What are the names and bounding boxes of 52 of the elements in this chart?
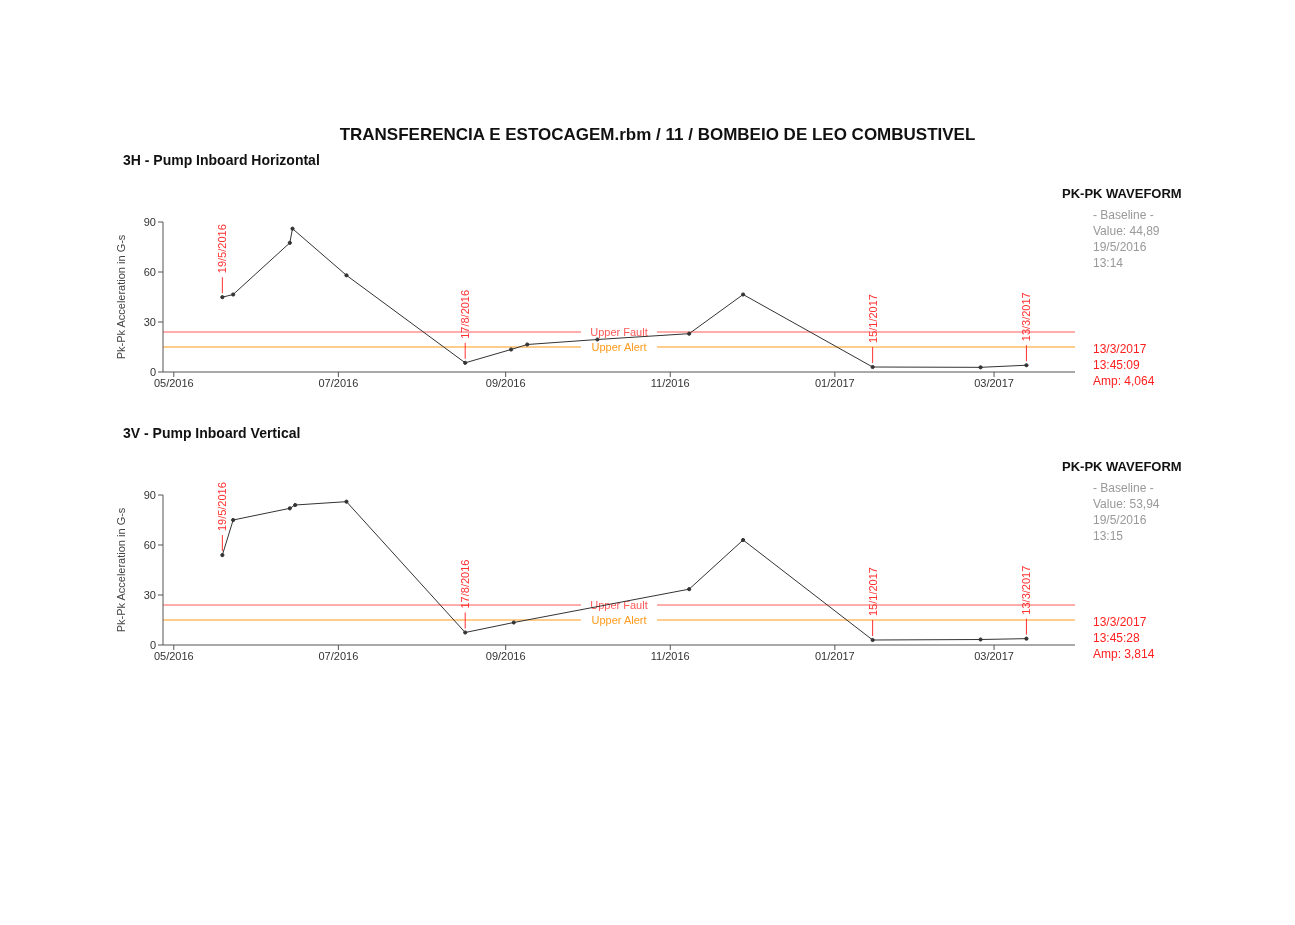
text: PK-PK WAVEFORM bbox=[1062, 459, 1182, 474]
y-tick-label: 30 bbox=[143, 588, 156, 601]
annotation: 17/8/2016 bbox=[459, 289, 472, 339]
x-tick-label: 09/2016 bbox=[485, 376, 526, 389]
x-tick-label: 07/2016 bbox=[318, 376, 359, 389]
y-tick-label: 0 bbox=[149, 638, 156, 651]
y-axis-title: Pk-Pk Acceleration in G-s bbox=[114, 234, 127, 360]
chart-title: TRANSFERENCIA E ESTOCAGEM.rbm / 11 / BOMBEIO DE LEO COMBUSTIVEL bbox=[338, 125, 977, 145]
text: Value: 53,94 bbox=[1093, 497, 1160, 511]
text: 19/5/2016 bbox=[1093, 513, 1147, 527]
x-tick-label: 11/2016 bbox=[650, 376, 690, 389]
annotation: 13/3/2017 bbox=[1020, 565, 1033, 615]
annotation: 15/1/2017 bbox=[866, 567, 879, 616]
y-tick-label: 90 bbox=[143, 488, 156, 501]
text: 13:45:28 bbox=[1093, 631, 1140, 645]
annotation: 19/5/2016 bbox=[216, 224, 229, 274]
ref-line-label: Upper Alert bbox=[591, 614, 647, 626]
chart-subtitle: 3H - Pump Inboard Horizontal bbox=[123, 152, 320, 168]
text: 13:45:09 bbox=[1093, 358, 1140, 372]
annotation: 19/5/2016 bbox=[216, 482, 229, 532]
x-tick-label: 09/2016 bbox=[485, 649, 526, 662]
y-tick-label: 60 bbox=[143, 265, 156, 278]
x-tick-label: 05/2016 bbox=[153, 376, 194, 389]
y-tick-label: 60 bbox=[143, 538, 156, 551]
text: 13/3/2017 bbox=[1093, 615, 1147, 629]
text: - Baseline - bbox=[1093, 481, 1154, 495]
annotation: 15/1/2017 bbox=[866, 294, 879, 343]
y-tick-label: 90 bbox=[143, 215, 156, 228]
x-tick-label: 05/2016 bbox=[153, 649, 194, 662]
chart-subtitle: 3V - Pump Inboard Vertical bbox=[123, 425, 301, 441]
ref-line-label: Upper Fault bbox=[590, 326, 648, 338]
text: 13:14 bbox=[1093, 256, 1124, 270]
x-tick-label: 11/2016 bbox=[650, 649, 690, 662]
y-tick-label: 0 bbox=[149, 365, 156, 378]
x-tick-label: 01/2017 bbox=[814, 376, 855, 389]
y-axis-title: Pk-Pk Acceleration in G-s bbox=[114, 507, 127, 633]
text: 13/3/2017 bbox=[1093, 342, 1147, 356]
text: Amp: 4,064 bbox=[1093, 374, 1155, 388]
x-tick-label: 01/2017 bbox=[814, 649, 855, 662]
text: - Baseline - bbox=[1093, 208, 1154, 222]
text: 19/5/2016 bbox=[1093, 240, 1147, 254]
x-tick-label: 03/2017 bbox=[974, 649, 1014, 662]
y-tick-label: 30 bbox=[143, 315, 156, 328]
x-tick-label: 07/2016 bbox=[318, 649, 359, 662]
x-tick-label: 03/2017 bbox=[974, 376, 1014, 389]
annotation: 13/3/2017 bbox=[1020, 292, 1033, 342]
text: Amp: 3,814 bbox=[1093, 647, 1155, 661]
text: PK-PK WAVEFORM bbox=[1062, 186, 1182, 201]
text: Value: 44,89 bbox=[1093, 224, 1160, 238]
annotation: 17/8/2016 bbox=[459, 559, 472, 609]
text: 13:15 bbox=[1093, 529, 1124, 543]
ref-line-label: Upper Alert bbox=[591, 341, 647, 353]
